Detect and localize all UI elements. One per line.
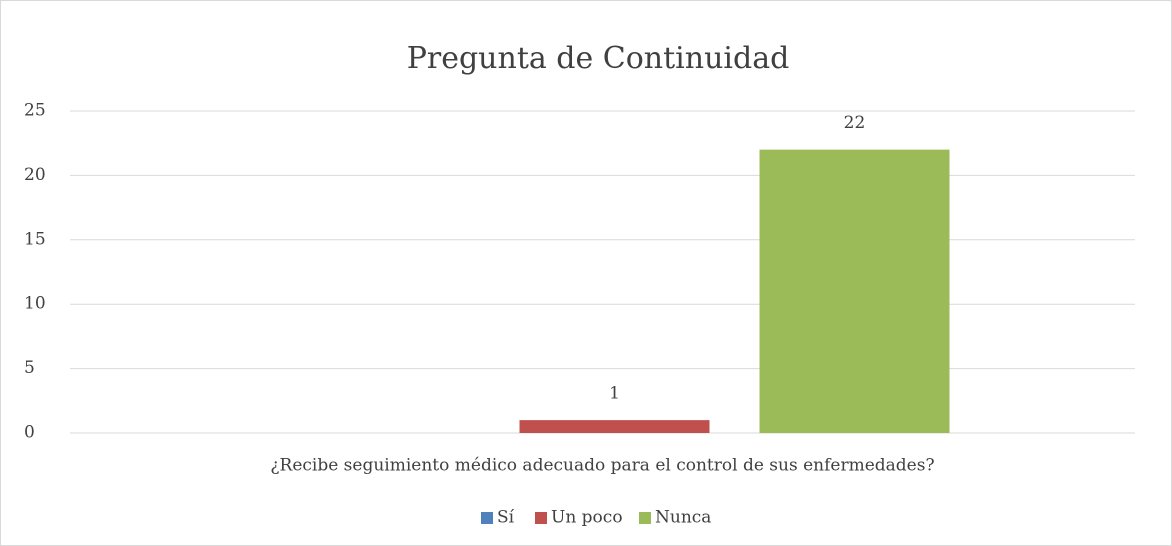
data-label: 1 [609,384,620,404]
legend-label: Un poco [551,508,623,528]
legend-swatch [535,512,547,524]
bar [519,420,710,433]
legend-label: Nunca [655,508,711,528]
y-tick-label: 15 [24,229,46,249]
legend-swatch [639,512,651,524]
y-tick-label: 25 [24,101,46,121]
legend-swatch [481,512,493,524]
data-label: 22 [844,113,866,133]
x-tick-label: ¿Recibe seguimiento médico adecuado para… [270,456,934,476]
bar [759,149,950,433]
y-tick-label: 20 [24,165,46,185]
y-tick-label: 5 [24,358,35,378]
chart-title: Pregunta de Continuidad [407,41,790,76]
legend-label: Sí [497,508,515,528]
y-tick-label: 0 [24,423,35,443]
y-tick-label: 10 [24,294,46,314]
